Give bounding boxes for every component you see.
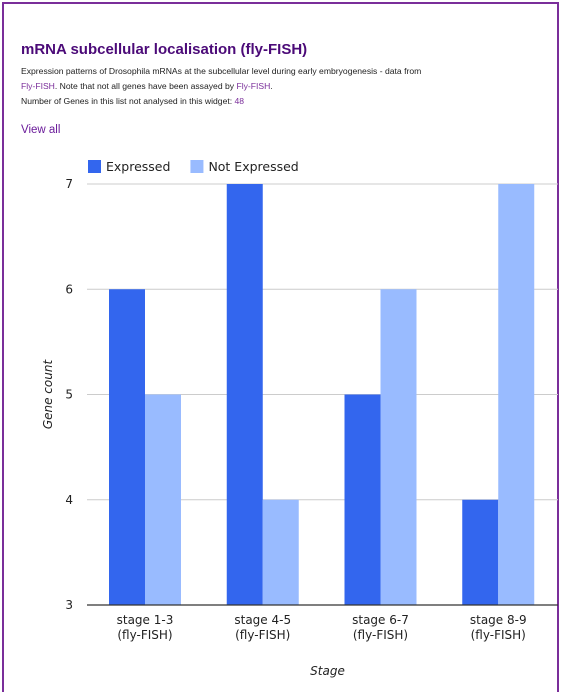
y-tick-label: 7 [65, 177, 73, 191]
not-analysed-label: Number of Genes in this list not analyse… [21, 96, 233, 106]
x-tick-label: (fly-FISH) [353, 628, 408, 642]
bar-expressed[interactable] [462, 499, 499, 605]
y-tick-label: 6 [65, 282, 73, 296]
bar-expressed[interactable] [344, 394, 381, 606]
widget-title: mRNA subcellular localisation (fly-FISH) [21, 41, 308, 58]
bar-not-expressed[interactable] [380, 289, 417, 605]
x-tick-label: stage 1-3 [117, 613, 174, 627]
bar-expressed[interactable] [109, 289, 145, 605]
description-text-3: . [270, 81, 273, 91]
y-tick-label: 3 [65, 598, 73, 612]
y-axis-title: Gene count [41, 359, 55, 430]
legend-label: Expressed [106, 159, 170, 174]
widget-description: Expression patterns of Drosophila mRNAs … [21, 64, 551, 109]
bar-not-expressed[interactable] [145, 394, 181, 606]
description-text-2: . Note that not all genes have been assa… [54, 81, 235, 91]
bar-expressed[interactable] [226, 184, 263, 605]
fly-fish-link-1[interactable]: Fly-FISH [21, 81, 55, 91]
legend-label: Not Expressed [208, 159, 298, 174]
legend-swatch [190, 160, 204, 173]
bar-not-expressed[interactable] [262, 499, 299, 605]
view-all-link[interactable]: View all [21, 124, 61, 136]
x-tick-label: (fly-FISH) [471, 628, 526, 642]
y-tick-label: 5 [65, 388, 73, 402]
y-tick-label: 4 [65, 493, 73, 507]
legend-swatch [88, 160, 101, 173]
x-tick-label: (fly-FISH) [117, 628, 172, 642]
fly-fish-link-2[interactable]: Fly-FISH [236, 81, 271, 91]
x-tick-label: stage 4-5 [234, 613, 291, 627]
x-tick-label: stage 8-9 [470, 613, 527, 627]
x-axis-title: Stage [310, 664, 345, 678]
x-tick-label: stage 6-7 [352, 613, 409, 627]
bar-not-expressed[interactable] [498, 184, 535, 605]
description-text: Expression patterns of Drosophila mRNAs … [21, 66, 422, 76]
not-analysed-count-link[interactable]: 48 [234, 96, 245, 106]
x-tick-label: (fly-FISH) [235, 628, 290, 642]
